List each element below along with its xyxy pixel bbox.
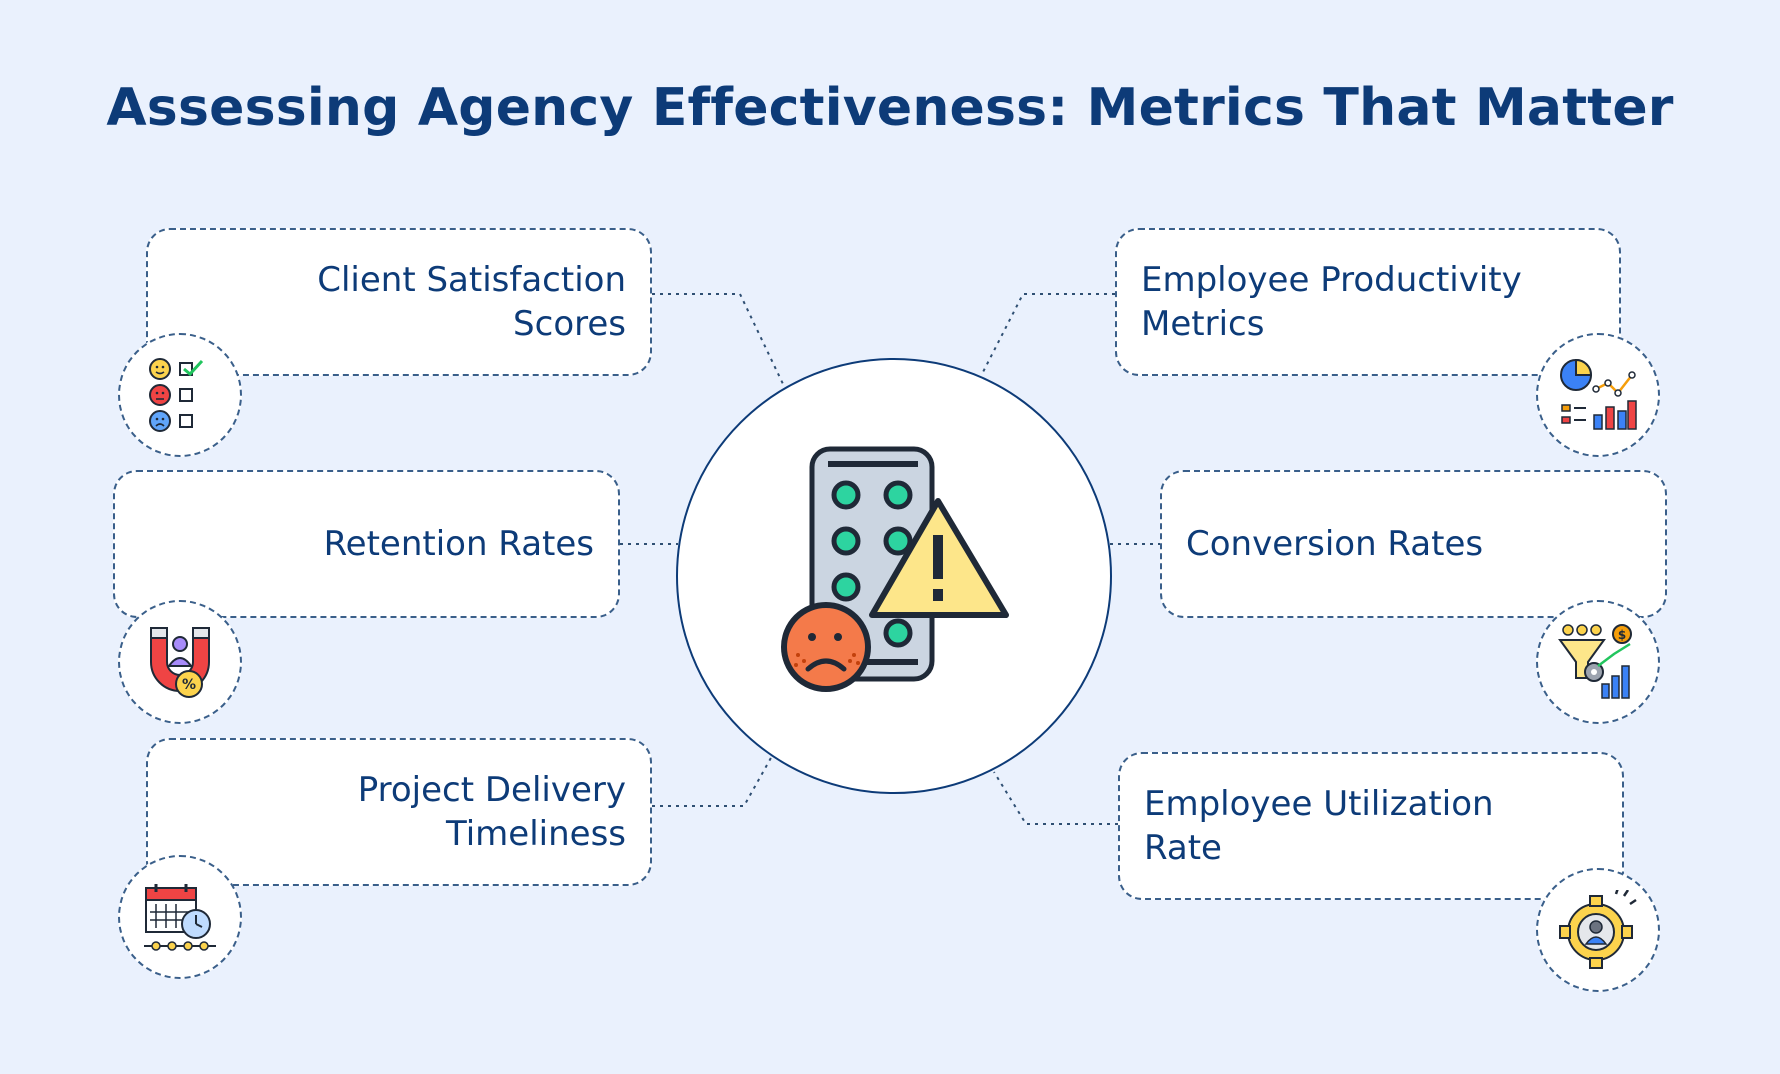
metric-card-employee-utilization: Employee Utilization Rate — [1118, 752, 1624, 900]
metric-label: Conversion Rates — [1186, 524, 1484, 564]
metric-card-retention-rates: Retention Rates — [113, 470, 620, 618]
metric-card-conversion-rates: Conversion Rates — [1160, 470, 1667, 618]
metric-label: Employee Utilization Rate — [1144, 784, 1494, 868]
center-illustration — [676, 358, 1112, 794]
svg-text:$: $ — [1618, 628, 1626, 642]
metric-label: Retention Rates — [323, 524, 594, 564]
metric-card-client-satisfaction: Client Satisfaction Scores — [146, 228, 652, 376]
analytics-dashboard-icon — [1536, 333, 1660, 457]
svg-text:%: % — [182, 677, 196, 693]
satisfaction-survey-icon — [118, 333, 242, 457]
connector-employee-utilization — [993, 771, 1118, 825]
pill-pack-warning-sad-face-icon — [781, 446, 1009, 692]
metric-card-employee-productivity: Employee Productivity Metrics — [1115, 228, 1621, 376]
sales-funnel-icon: $ — [1536, 600, 1660, 724]
calendar-stopwatch-icon — [118, 855, 242, 979]
connector-client-satisfaction — [652, 293, 784, 385]
customer-magnet-icon: % — [118, 600, 242, 724]
metric-label: Employee Productivity Metrics — [1141, 260, 1522, 344]
connector-project-delivery — [652, 755, 773, 807]
metric-label: Client Satisfaction Scores — [317, 260, 626, 344]
metric-label: Project Delivery Timeliness — [357, 770, 626, 854]
employee-gear-icon — [1536, 868, 1660, 992]
metric-card-project-delivery: Project Delivery Timeliness — [146, 738, 652, 886]
connector-employee-productivity — [981, 293, 1115, 375]
page-title: Assessing Agency Effectiveness: Metrics … — [106, 78, 1674, 138]
